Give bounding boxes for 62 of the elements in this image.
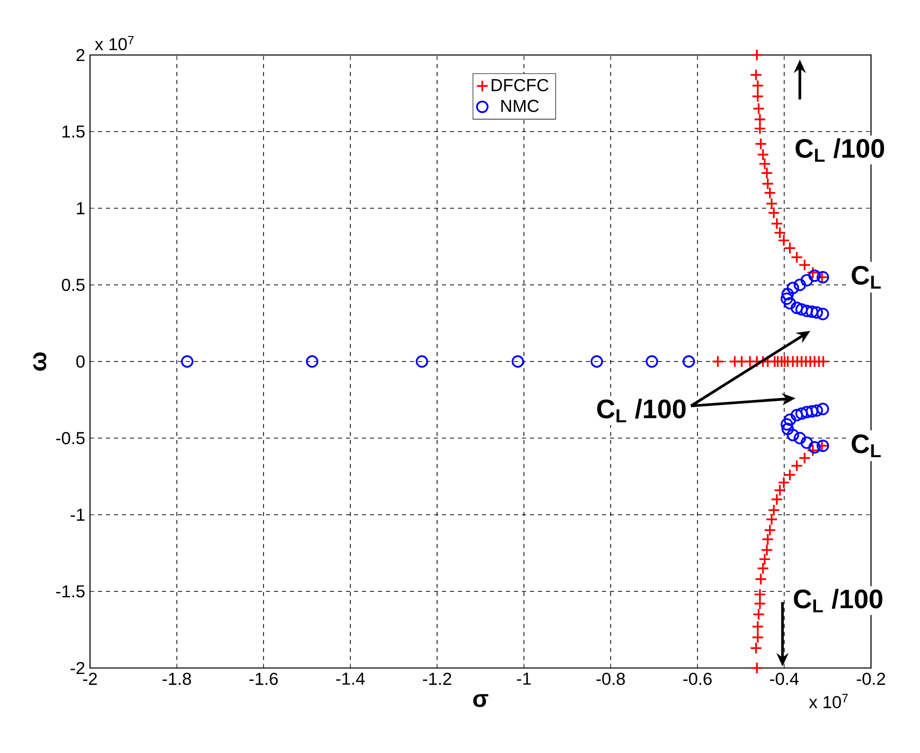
annotation: C$_{L}$ /100: [597, 398, 686, 422]
x-tick-label: -1.4: [336, 672, 365, 685]
point: [786, 282, 800, 294]
annotation: C$_{L}$ /100: [796, 138, 884, 162]
x-tick-label: -1: [516, 672, 531, 685]
point: [795, 407, 808, 420]
point: [781, 422, 794, 436]
point: [784, 297, 796, 310]
point: [780, 292, 794, 305]
point: [816, 402, 830, 416]
legend-label: NMC: [501, 100, 539, 112]
x-tick-label: -1.6: [249, 672, 278, 685]
x-tick-label: -0.2: [856, 672, 886, 685]
point: [512, 355, 524, 368]
y-tick-label: 2: [76, 48, 84, 62]
x-tick-label: -0.4: [770, 672, 799, 685]
legend-label: DFCFC: [492, 78, 548, 92]
point: [682, 355, 695, 368]
annotation: C$_{L}$ /100: [794, 588, 882, 612]
point: [800, 436, 813, 449]
text: x 10$^{7}$: [809, 694, 848, 708]
point: [808, 441, 821, 454]
x-tick-label: -1.2: [422, 672, 452, 685]
point: [806, 405, 818, 418]
point: [590, 355, 603, 368]
point: [790, 302, 804, 314]
point: [790, 408, 804, 422]
point: [800, 406, 813, 418]
point: [416, 355, 428, 368]
x-tick-label: -1.8: [162, 672, 191, 685]
point: [786, 428, 800, 442]
y-tick-label: -2: [70, 662, 84, 674]
point: [794, 278, 806, 292]
point: [795, 303, 808, 316]
point: [806, 305, 818, 318]
point: [816, 308, 830, 320]
x-tick-label: -0.6: [683, 672, 712, 685]
point: [646, 355, 658, 368]
point: [810, 306, 823, 319]
y-tick-label: 1: [76, 202, 84, 214]
point: [800, 274, 813, 286]
annotation: C$_{L}$: [852, 266, 881, 289]
point: [180, 355, 194, 368]
point: [780, 418, 794, 431]
x-axis-title: σ: [473, 694, 488, 708]
point: [794, 432, 806, 444]
y-tick-label: -1.5: [56, 585, 85, 598]
annotation: C$_{L}$: [852, 434, 881, 458]
point: [306, 355, 318, 368]
point: [810, 404, 823, 417]
y-tick-label: 0.5: [62, 278, 85, 292]
y-tick-label: -1: [70, 508, 84, 521]
y-tick-label: -0.5: [56, 432, 85, 444]
point: [808, 269, 821, 282]
text: x 10$^{7}$: [94, 36, 134, 50]
x-tick-label: -0.8: [596, 672, 625, 685]
y-tick-label: 1.5: [62, 126, 85, 138]
y-axis-title: ω: [33, 352, 46, 371]
point: [800, 304, 813, 318]
point: [781, 288, 794, 300]
y-tick-label: 0: [76, 355, 85, 368]
point: [784, 414, 796, 426]
